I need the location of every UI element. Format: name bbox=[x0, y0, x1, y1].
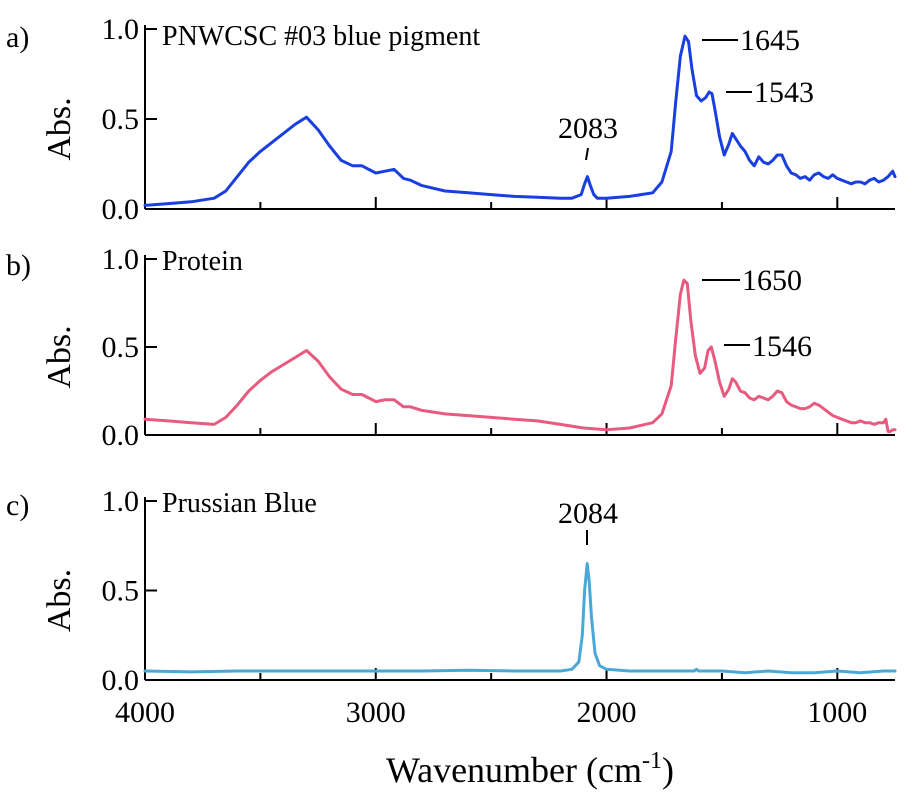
y-tick-label: 1.0 bbox=[102, 485, 140, 518]
spectrum-line bbox=[143, 562, 897, 675]
peak-marker-line bbox=[585, 147, 589, 161]
y-tick-label: 0.0 bbox=[102, 193, 140, 226]
x-axis-label-suffix: ) bbox=[662, 750, 674, 790]
peak-label: 1543 bbox=[754, 76, 814, 109]
panel-letter: c) bbox=[6, 489, 29, 522]
panel-letter: a) bbox=[6, 21, 29, 54]
peak-label: 1650 bbox=[742, 264, 802, 297]
panel-1: 0.0 0.5 1.0 Abs. a) PNWCSC #03 blue pigment 20… bbox=[6, 13, 897, 226]
panel-title: PNWCSC #03 blue pigment bbox=[162, 21, 480, 52]
y-axis-label: Abs. bbox=[41, 325, 78, 388]
panel-3: 0.0 0.5 1.0 4000 3000 2000 1000 Abs. c) Prussian … bbox=[6, 485, 897, 729]
y-tick-label: 0.5 bbox=[102, 575, 140, 608]
spectrum-line bbox=[143, 34, 897, 207]
x-tick-label: 1000 bbox=[807, 696, 867, 729]
peak-label: 1546 bbox=[752, 330, 812, 363]
y-tick-label: 1.0 bbox=[102, 13, 140, 46]
panel-title: Protein bbox=[162, 246, 243, 277]
peak-label: 2083 bbox=[558, 112, 618, 145]
y-axis-label: Abs. bbox=[41, 569, 78, 632]
chart-panels: 0.0 0.5 1.0 Abs. a) PNWCSC #03 blue pigment 20… bbox=[6, 13, 897, 729]
y-tick-label: 0.0 bbox=[102, 419, 140, 452]
panel-letter: b) bbox=[6, 249, 31, 282]
y-tick-label: 0.5 bbox=[102, 103, 140, 136]
x-axis-label-main: Wavenumber (cm bbox=[386, 750, 642, 790]
y-tick-label: 0.5 bbox=[102, 331, 140, 364]
x-tick-label: 4000 bbox=[115, 696, 175, 729]
x-tick-label: 2000 bbox=[577, 696, 637, 729]
panel-2: 0.0 0.5 1.0 Abs. b) Protein 1650 1546 bbox=[6, 243, 897, 452]
peak-label: 2084 bbox=[558, 497, 618, 530]
peak-label: 1645 bbox=[740, 24, 800, 57]
y-tick-label: 1.0 bbox=[102, 243, 140, 276]
spectrum-line bbox=[143, 278, 897, 433]
y-tick-label: 0.0 bbox=[102, 664, 140, 697]
x-axis-label-superscript: -1 bbox=[642, 748, 662, 774]
x-axis-label: Wavenumber (cm-1) bbox=[386, 748, 674, 790]
x-tick-label: 3000 bbox=[346, 696, 406, 729]
y-axis-label: Abs. bbox=[41, 97, 78, 160]
panel-title: Prussian Blue bbox=[162, 488, 317, 519]
